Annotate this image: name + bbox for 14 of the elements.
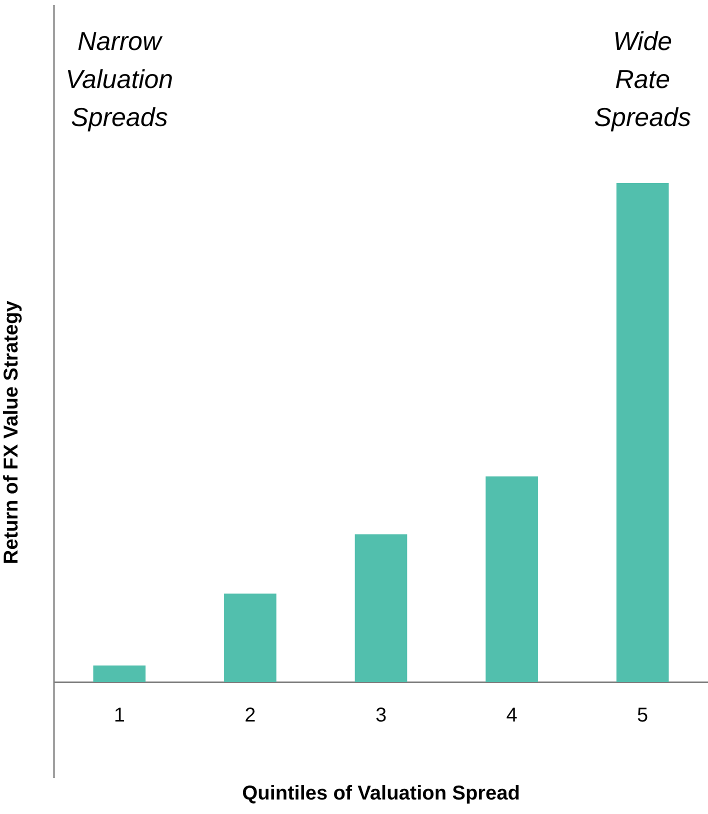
x-tick-label: 5 <box>637 704 648 727</box>
y-axis-title: Return of FX Value Strategy <box>0 300 23 564</box>
text: Wide Rate Spreads <box>594 26 692 132</box>
x-tick-label: 1 <box>114 704 125 727</box>
bar <box>354 534 408 682</box>
x-tick-label: 2 <box>244 704 256 727</box>
bar <box>224 594 276 682</box>
text: Narrow Valuation Spreads <box>66 26 174 132</box>
bar <box>486 476 538 682</box>
x-tick-label: 4 <box>506 704 518 727</box>
x-axis-title: Quintiles of Valuation Spread <box>242 782 520 805</box>
bar <box>93 666 146 682</box>
x-tick-label: 3 <box>375 704 387 727</box>
bar <box>616 183 669 682</box>
